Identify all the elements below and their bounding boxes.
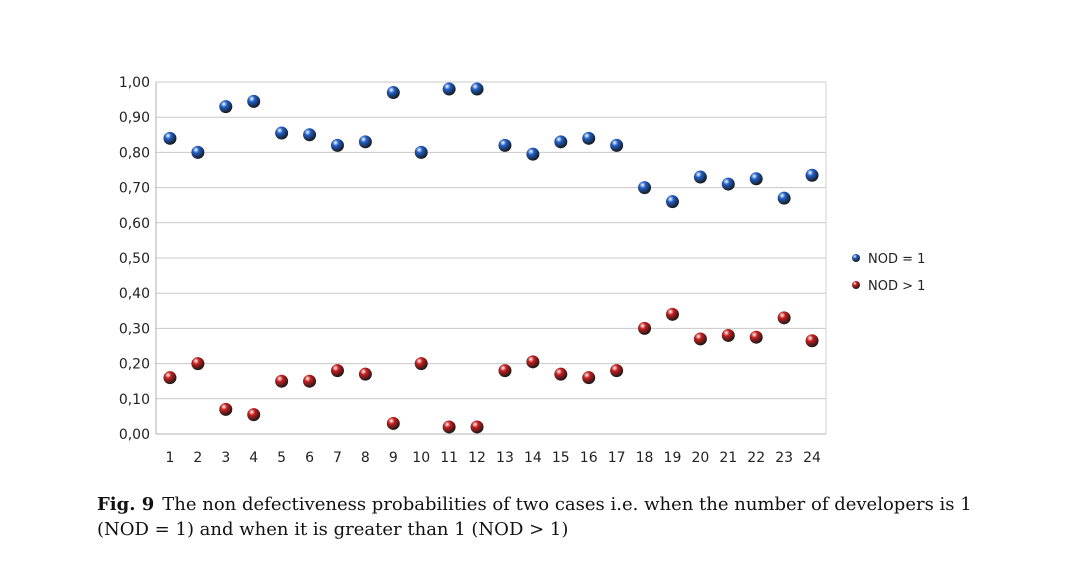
- x-tick-label: 20: [691, 450, 709, 466]
- x-tick-label: 9: [389, 450, 398, 466]
- data-point: [749, 330, 763, 344]
- x-tick-label: 7: [333, 450, 342, 466]
- y-tick-label: 0,30: [119, 321, 150, 337]
- x-tick-label: 15: [552, 450, 570, 466]
- x-tick-label: 10: [412, 450, 430, 466]
- data-point: [470, 82, 484, 96]
- y-tick-label: 0,20: [119, 357, 150, 373]
- data-point: [386, 416, 400, 430]
- data-point: [693, 170, 707, 184]
- x-tick-label: 5: [277, 450, 286, 466]
- data-point: [303, 374, 317, 388]
- data-point: [414, 357, 428, 371]
- data-point: [219, 402, 233, 416]
- y-tick-label: 0,40: [119, 286, 150, 302]
- x-tick-label: 16: [580, 450, 598, 466]
- scatter-chart: 0,00 0,10 0,20 0,30 0,40 0,50 0,60 0,70 0,80 0,90…: [119, 75, 926, 466]
- data-point: [330, 364, 344, 378]
- data-point: [442, 420, 456, 434]
- data-point: [610, 138, 624, 152]
- data-point: [275, 126, 289, 140]
- data-point: [470, 420, 484, 434]
- x-tick-label: 3: [221, 450, 230, 466]
- x-tick-label: 2: [193, 450, 202, 466]
- x-tick-label: 11: [440, 450, 458, 466]
- data-point: [414, 145, 428, 159]
- data-point: [191, 145, 205, 159]
- y-tick-label: 0,50: [119, 251, 150, 267]
- data-point: [693, 332, 707, 346]
- x-tick-label: 8: [361, 450, 370, 466]
- x-tick-label: 24: [803, 450, 821, 466]
- data-point: [805, 334, 819, 348]
- data-point: [358, 367, 372, 381]
- data-point: [498, 138, 512, 152]
- x-tick-label: 23: [775, 450, 793, 466]
- data-point: [582, 131, 596, 145]
- data-point: [526, 355, 540, 369]
- data-point: [303, 128, 317, 142]
- data-point: [749, 172, 763, 186]
- data-point: [358, 135, 372, 149]
- data-point: [610, 364, 624, 378]
- x-tick-label: 17: [608, 450, 626, 466]
- data-point: [526, 147, 540, 161]
- data-point: [163, 371, 177, 385]
- figure-label: Fig. 9: [97, 494, 155, 515]
- data-point: [330, 138, 344, 152]
- data-point: [638, 321, 652, 335]
- legend-marker: [852, 254, 860, 262]
- legend-label: NOD = 1: [868, 252, 925, 267]
- y-tick-label: 0,10: [119, 392, 150, 408]
- data-point: [498, 364, 512, 378]
- data-point: [219, 100, 233, 114]
- data-point: [163, 131, 177, 145]
- data-point: [665, 307, 679, 321]
- data-point: [247, 94, 261, 108]
- data-point: [721, 177, 735, 191]
- x-tick-label: 14: [524, 450, 542, 466]
- data-point: [386, 86, 400, 100]
- data-point: [247, 408, 261, 422]
- x-tick-label: 12: [468, 450, 486, 466]
- y-tick-label: 0,80: [119, 145, 150, 161]
- y-tick-label: 0,70: [119, 181, 150, 197]
- figure-caption: Fig. 9 The non defectiveness probabilitie…: [97, 492, 1027, 542]
- y-tick-label: 0,60: [119, 216, 150, 232]
- legend-marker: [852, 281, 860, 289]
- x-tick-label: 18: [636, 450, 654, 466]
- x-tick-label: 6: [305, 450, 314, 466]
- y-tick-label: 0,90: [119, 110, 150, 126]
- x-tick-label: 22: [747, 450, 765, 466]
- data-point: [777, 191, 791, 205]
- y-tick-label: 1,00: [119, 75, 150, 91]
- data-point: [777, 311, 791, 325]
- x-tick-label: 13: [496, 450, 514, 466]
- data-point: [665, 195, 679, 209]
- data-point: [638, 181, 652, 195]
- y-tick-label: 0,00: [119, 427, 150, 443]
- data-point: [275, 374, 289, 388]
- data-point: [442, 82, 456, 96]
- data-point: [554, 135, 568, 149]
- data-point: [582, 371, 596, 385]
- figure-caption-text: The non defectiveness probabilities of t…: [97, 494, 972, 540]
- x-tick-label: 1: [165, 450, 174, 466]
- data-point: [805, 168, 819, 182]
- data-point: [191, 357, 205, 371]
- x-tick-label: 19: [664, 450, 682, 466]
- x-tick-label: 21: [719, 450, 737, 466]
- data-point: [554, 367, 568, 381]
- data-point: [721, 328, 735, 342]
- legend-label: NOD > 1: [868, 279, 925, 294]
- x-tick-label: 4: [249, 450, 258, 466]
